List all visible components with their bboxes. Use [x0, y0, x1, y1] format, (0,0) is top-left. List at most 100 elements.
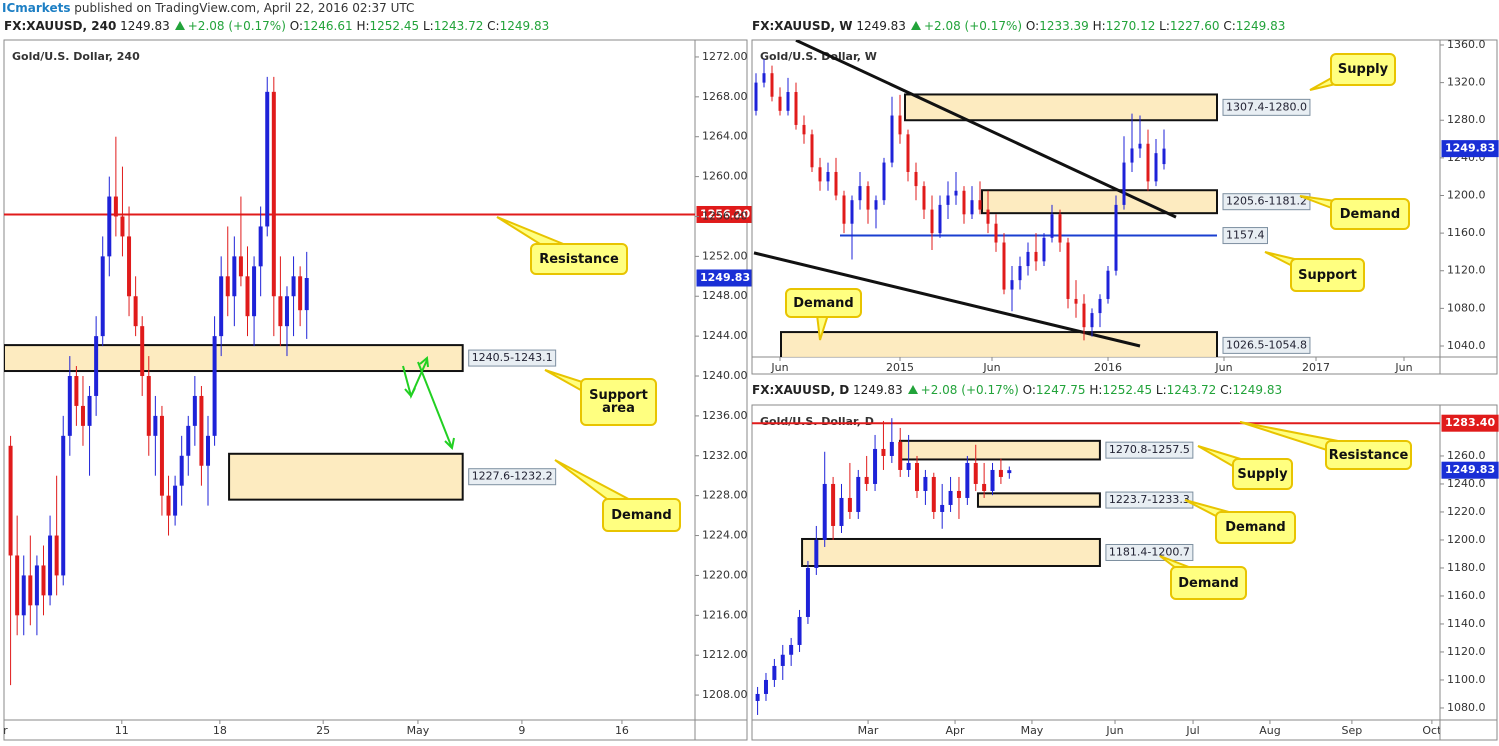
candle-body	[15, 555, 20, 616]
zone-label-box: 1181.4-1200.7	[1105, 543, 1194, 561]
y-tick-label: 1244.00	[702, 329, 748, 342]
candle-body	[173, 485, 178, 516]
chart-header: FX:XAUUSD, D 1249.83 +2.08 (+0.17%) O:124…	[752, 382, 1282, 398]
candle-body	[1130, 148, 1134, 163]
candle-body	[1106, 270, 1110, 299]
chart-header: FX:XAUUSD, 240 1249.83 +2.08 (+0.17%) O:1…	[4, 18, 549, 34]
candle-body	[915, 462, 920, 491]
candle-body	[930, 209, 934, 234]
y-tick-label: 1212.00	[702, 648, 748, 661]
y-tick-label: 1220.0	[1447, 505, 1486, 518]
candle-body	[873, 448, 878, 484]
candle-body	[67, 376, 72, 436]
change: +2.08 (+0.17%)	[923, 19, 1023, 33]
candle-body	[1007, 470, 1012, 474]
zone-label-box: 1307.4-1280.0	[1222, 98, 1311, 116]
x-tick-label: Sep	[1342, 724, 1363, 737]
candle-body	[864, 476, 869, 484]
candle-body	[8, 445, 13, 556]
candle-body	[982, 483, 987, 491]
last-price-label: 1249.83	[700, 271, 750, 284]
zone-label: 1270.8-1257.5	[1109, 443, 1190, 456]
callout: Demand	[785, 288, 862, 318]
candle-body	[80, 405, 85, 426]
candle-body	[789, 644, 794, 655]
zone	[780, 331, 1218, 357]
candle-body	[770, 73, 774, 97]
candle-body	[107, 196, 112, 257]
candle-body	[786, 92, 790, 111]
y-tick-label: 1160.0	[1447, 226, 1486, 239]
candle-body	[822, 483, 827, 540]
candle-body	[874, 200, 878, 210]
candle-body	[938, 204, 942, 234]
callout: Demand	[1215, 511, 1296, 544]
candle-body	[225, 276, 230, 297]
symbol: FX:XAUUSD, 240	[4, 19, 117, 33]
zone-label-bg	[1105, 491, 1194, 509]
zone-label: 1240.5-1243.1	[472, 351, 553, 364]
candle-body	[1058, 214, 1062, 243]
level-label-box: 1256.20	[696, 205, 754, 223]
candle-body	[1154, 153, 1158, 182]
zone	[228, 452, 464, 501]
ohlc-label: C:	[1220, 383, 1233, 397]
candle-body	[212, 336, 217, 436]
candle-body	[986, 209, 990, 224]
candle-body	[48, 535, 53, 596]
projection-arrows	[402, 356, 455, 451]
last-price-label-bg	[1441, 461, 1499, 479]
zone-label-bg	[1222, 336, 1311, 354]
x-tick-label: 25	[316, 724, 330, 737]
y-tick-label: 1240.0	[1447, 477, 1486, 490]
zone-label-bg	[1222, 193, 1311, 211]
ohlc-label: H:	[356, 19, 370, 33]
y-tick-label: 1224.00	[702, 529, 748, 542]
candle-body	[922, 186, 926, 210]
ohlc-value: 1249.83	[1235, 19, 1286, 33]
symbol: FX:XAUUSD, D	[752, 383, 850, 397]
last-price: 1249.83	[856, 19, 906, 33]
zone-label-box: 1270.8-1257.5	[1105, 441, 1194, 459]
candle-body	[940, 504, 945, 512]
candle-body	[898, 115, 902, 135]
callout: Demand	[602, 498, 681, 532]
x-tick-label: Aug	[1259, 724, 1280, 737]
candle-body	[889, 441, 894, 456]
candle-body	[1026, 251, 1030, 267]
candle-body	[1002, 242, 1006, 290]
candle-body	[265, 91, 270, 227]
x-tick-label: 2016	[1094, 361, 1122, 374]
candle-body	[298, 276, 303, 311]
candle-body	[284, 296, 289, 327]
time-axis: Mar Apr May Jun Jul Aug Sep Oct	[858, 720, 1440, 737]
candle-body	[931, 476, 936, 512]
last-price: 1249.83	[853, 383, 903, 397]
candle-body	[21, 575, 26, 616]
publish-line: ICmarkets published on TradingView.com, …	[2, 0, 414, 16]
ohlc-label: O:	[289, 19, 303, 33]
candle-body	[1018, 266, 1022, 281]
candle-body	[842, 195, 846, 224]
callout: Support area	[580, 378, 657, 426]
callout: Demand	[1330, 198, 1410, 230]
candle-body	[140, 326, 145, 377]
publish-text: published on TradingView.com, April 22, …	[74, 1, 415, 15]
x-tick-label: May	[407, 724, 430, 737]
ohlc-value: 1249.83	[1232, 383, 1283, 397]
ohlc-label: C:	[487, 19, 500, 33]
y-tick-label: 1080.0	[1447, 701, 1486, 714]
y-tick-label: 1208.00	[702, 688, 748, 701]
candle-body	[802, 124, 806, 135]
candle-body	[1074, 298, 1078, 304]
candle-body	[1066, 242, 1070, 299]
zone-label-box: 1240.5-1243.1	[468, 349, 557, 367]
candle-body	[278, 296, 283, 327]
candle-body	[74, 376, 79, 406]
symbol: FX:XAUUSD, W	[752, 19, 853, 33]
zone-label: 1223.7-1233.3	[1109, 493, 1190, 506]
zone-label: 1026.5-1054.8	[1226, 338, 1307, 351]
y-tick-label: 1320.0	[1447, 76, 1486, 89]
x-tick-label: Jun	[1105, 724, 1123, 737]
candle-body	[1098, 298, 1102, 314]
